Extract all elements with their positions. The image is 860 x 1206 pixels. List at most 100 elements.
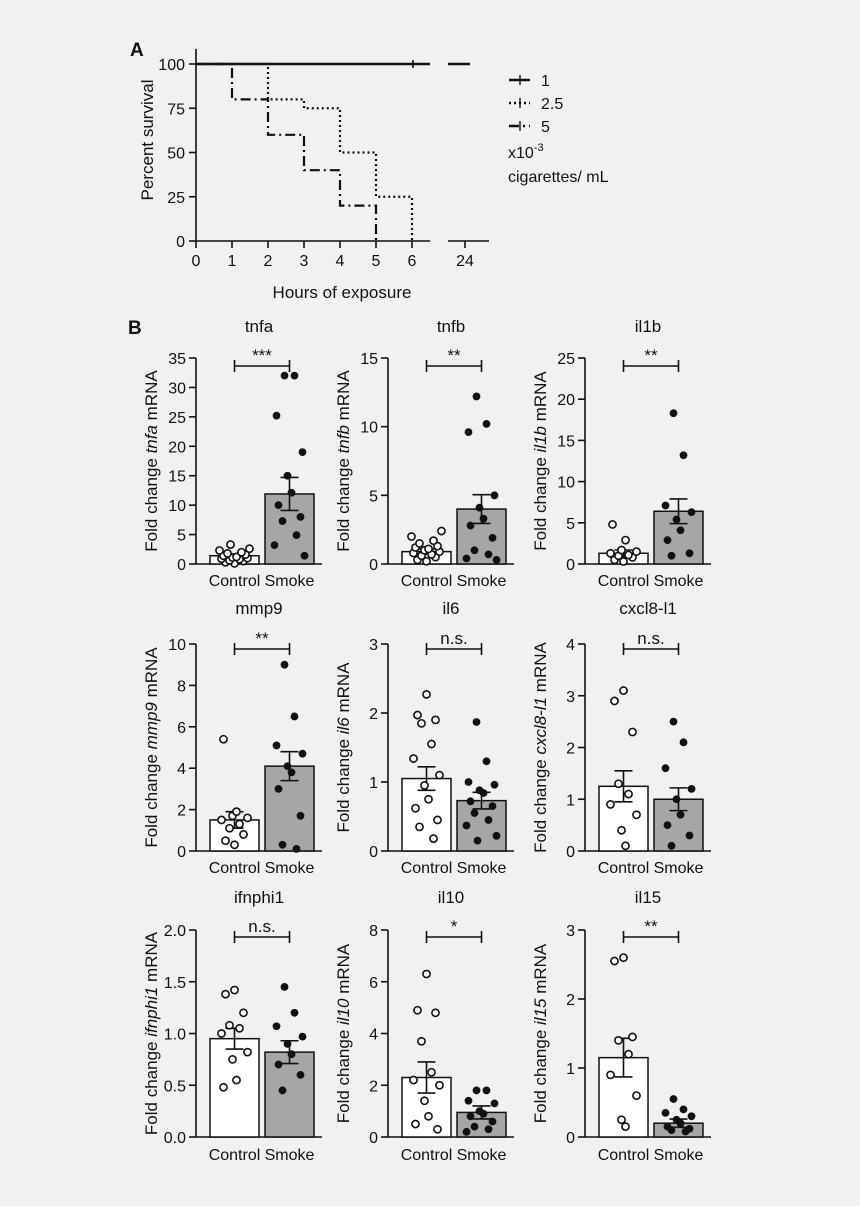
control-point	[617, 545, 626, 555]
significance-label: **	[644, 917, 658, 936]
control-point	[215, 546, 224, 555]
significance-label: **	[644, 346, 658, 365]
smoke-point	[672, 515, 681, 524]
smoke-point	[272, 411, 281, 420]
control-point	[427, 739, 436, 749]
category-label-control: Control	[598, 573, 650, 590]
y-tick-label: 4	[369, 1027, 378, 1044]
control-point	[621, 1122, 630, 1132]
y-tick-label: 0	[566, 1130, 575, 1147]
smoke-point	[490, 1099, 499, 1108]
control-point	[619, 953, 628, 962]
y-tick-label: 2	[369, 706, 378, 723]
control-point	[422, 969, 431, 979]
y-tick-label: 0	[566, 844, 575, 861]
smoke-point	[283, 471, 292, 480]
y-tick-label: 10	[168, 637, 186, 654]
control-point	[621, 535, 630, 545]
y-tick-label: 0	[369, 844, 378, 861]
control-point	[610, 696, 619, 706]
control-point	[435, 1080, 444, 1090]
smoke-point	[292, 845, 301, 853]
smoke-point	[296, 811, 305, 820]
control-point	[243, 813, 252, 823]
y-tick-label: 2	[369, 1078, 378, 1095]
legend-label: 2.5	[541, 96, 563, 113]
y-tick-label: 5	[566, 516, 575, 533]
y-tick-label: 0	[177, 844, 186, 861]
y-tick-label: 2.0	[164, 923, 186, 940]
control-point	[435, 770, 444, 780]
control-point	[232, 1075, 241, 1085]
category-label-control: Control	[401, 573, 453, 590]
smoke-point	[472, 718, 481, 726]
y-tick-label: 6	[369, 975, 378, 992]
smoke-point	[479, 514, 488, 523]
chart-title: il15	[635, 888, 661, 907]
smoke-point	[274, 501, 283, 510]
x-tick-label: 6	[408, 253, 417, 270]
smoke-point	[667, 1126, 676, 1134]
control-point	[429, 536, 438, 546]
control-point	[413, 1005, 422, 1015]
significance-label: n.s.	[248, 917, 275, 936]
smoke-point	[466, 1112, 475, 1121]
smoke-point	[484, 550, 493, 559]
control-point	[606, 800, 615, 809]
significance-label: **	[255, 629, 269, 648]
smoke-point	[283, 1039, 292, 1048]
control-point	[239, 1008, 248, 1018]
x-tick-label: 3	[300, 253, 309, 270]
control-point	[431, 1008, 440, 1018]
control-point	[608, 520, 617, 529]
x-tick-label: 24	[456, 253, 474, 270]
control-point	[239, 830, 248, 839]
control-point	[415, 822, 424, 832]
control-point	[411, 803, 420, 813]
smoke-point	[298, 448, 307, 457]
smoke-point	[661, 764, 670, 773]
control-point	[217, 1029, 226, 1038]
smoke-point	[488, 534, 497, 542]
smoke-point	[482, 420, 491, 428]
smoke-point	[667, 841, 676, 850]
smoke-point	[687, 1112, 696, 1121]
smoke-point	[667, 551, 676, 560]
category-label-smoke: Smoke	[265, 1147, 315, 1164]
significance-label: *	[451, 917, 458, 936]
control-point	[619, 686, 628, 695]
chart-il10: 0 2 4 6 8 il10 Fold change il10 mRNA Control Smo…	[334, 888, 514, 1164]
y-axis-label: Fold change tnfb mRNA	[334, 370, 353, 552]
category-label-smoke: Smoke	[457, 573, 507, 590]
smoke-point	[280, 983, 289, 991]
chart-tnfb: 0 5 10 15 tnfb Fold change tnfb mRNA Control Sm…	[334, 317, 514, 590]
smoke-point	[283, 762, 292, 771]
smoke-point	[300, 551, 309, 560]
control-point	[617, 825, 626, 835]
x-tick-label: 4	[336, 253, 345, 270]
y-tick-label: 10	[360, 420, 378, 437]
y-axis-label: Fold change il15 mRNA	[531, 943, 550, 1123]
control-point	[221, 836, 230, 846]
y-tick-label: 100	[158, 57, 185, 74]
x-tick-label: 5	[372, 253, 381, 270]
smoke-point	[280, 371, 289, 380]
control-point	[237, 547, 246, 557]
smoke-point	[466, 797, 475, 806]
legend-unit-line2: cigarettes/ mL	[508, 169, 609, 186]
smoke-point	[274, 785, 283, 793]
smoke-point	[490, 780, 499, 789]
smoke-point	[298, 1032, 307, 1041]
significance-label: ***	[252, 346, 272, 365]
smoke-point	[470, 546, 479, 555]
control-point	[427, 1067, 436, 1077]
category-label-control: Control	[209, 860, 261, 877]
control-point	[619, 557, 628, 566]
legend-label: 1	[541, 73, 550, 90]
chart-il1b: 0 5 10 15 20 25 il1b Fold change il1b mRNA Contr…	[531, 317, 711, 590]
smoke-point	[484, 816, 493, 824]
significance-label: n.s.	[637, 629, 664, 648]
y-tick-label: 0	[369, 1130, 378, 1147]
chart-title: il1b	[635, 317, 661, 336]
y-tick-label: 6	[177, 720, 186, 737]
